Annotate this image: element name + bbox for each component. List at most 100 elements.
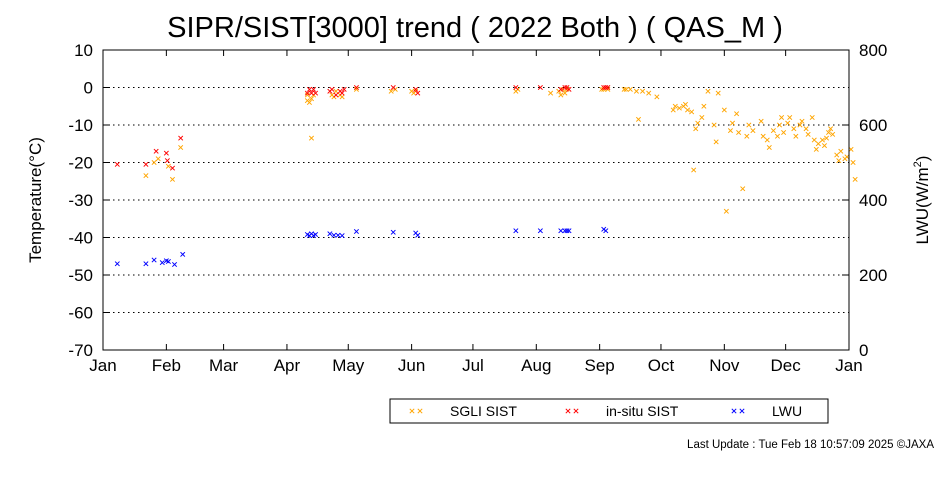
y-tick-label: -10 <box>68 116 93 135</box>
data-points <box>114 84 858 268</box>
data-point <box>603 228 609 234</box>
data-point <box>684 107 691 113</box>
data-point <box>799 118 805 124</box>
data-point <box>313 90 319 96</box>
x-tick-label: Nov <box>709 356 740 375</box>
data-point <box>713 139 719 145</box>
data-point <box>165 258 171 265</box>
data-point <box>781 129 787 136</box>
data-point <box>537 84 543 91</box>
series-lwu <box>114 226 609 268</box>
data-point <box>566 86 572 92</box>
y-tick-label: -20 <box>68 154 93 173</box>
data-point <box>815 141 821 147</box>
legend-label: LWU <box>772 403 802 419</box>
data-point <box>736 129 742 136</box>
data-point <box>834 152 840 158</box>
data-point <box>691 167 697 173</box>
data-point <box>711 122 717 128</box>
data-point <box>791 126 797 132</box>
data-point <box>670 107 676 113</box>
x-tick-label: May <box>332 356 365 375</box>
data-point <box>415 232 421 238</box>
x-axis: Jan Feb Mar Apr May Jun Jul Aug Sep Oct Nov Dec Jan <box>89 50 863 375</box>
data-point <box>627 86 633 92</box>
x-tick-label: Dec <box>771 356 802 375</box>
data-point <box>621 86 627 92</box>
legend-item: SGLI SIST <box>409 403 517 419</box>
y-tick-label: -50 <box>68 266 93 285</box>
data-point <box>327 231 333 237</box>
data-point <box>159 260 165 266</box>
data-point <box>114 161 120 167</box>
data-point <box>760 133 766 139</box>
data-point <box>566 228 572 234</box>
data-point <box>306 99 312 106</box>
y2-tick-label: 800 <box>859 41 887 60</box>
y-axis-right: 800 600 400 200 0 <box>842 41 887 360</box>
data-point <box>341 86 347 92</box>
data-point <box>785 120 791 126</box>
data-point <box>333 92 339 98</box>
data-point <box>390 84 396 91</box>
data-point <box>852 176 858 182</box>
data-point <box>813 146 819 152</box>
data-point <box>313 231 319 238</box>
data-point <box>623 86 629 92</box>
data-point <box>143 261 149 267</box>
data-point <box>165 163 171 169</box>
data-point <box>304 92 310 98</box>
data-point <box>793 133 799 139</box>
data-point <box>729 120 736 126</box>
data-point <box>153 148 159 154</box>
data-point <box>562 84 568 91</box>
x-tick-label: Jun <box>398 356 425 375</box>
data-point <box>633 88 639 94</box>
data-point <box>830 131 836 137</box>
data-point <box>826 129 832 136</box>
data-point <box>169 165 176 171</box>
x-tick-label: Jul <box>462 356 484 375</box>
y2-tick-label: 0 <box>859 341 868 360</box>
data-point <box>143 173 149 179</box>
data-point <box>770 128 776 134</box>
data-point <box>335 232 341 238</box>
data-point <box>774 133 781 139</box>
data-point <box>353 228 359 235</box>
y2-tick-label: 200 <box>859 266 887 285</box>
y-tick-label: -40 <box>68 229 93 248</box>
data-point <box>308 90 315 96</box>
data-point <box>672 103 678 109</box>
data-point <box>178 144 184 151</box>
data-point <box>776 122 783 128</box>
data-point <box>740 186 746 192</box>
data-point <box>701 103 707 109</box>
data-point <box>848 146 854 152</box>
data-point <box>605 84 611 91</box>
chart-title: SIPR/SIST[3000] trend ( 2022 Both ) ( QA… <box>167 12 783 44</box>
x-tick-label: Feb <box>152 356 181 375</box>
data-point <box>809 114 815 121</box>
y-tick-label: 10 <box>74 41 93 60</box>
data-point <box>646 90 652 96</box>
data-point <box>766 144 772 151</box>
y-tick-label: -30 <box>68 191 93 210</box>
x-tick-label: Jan <box>89 356 116 375</box>
data-point <box>171 261 178 268</box>
data-point <box>339 94 345 100</box>
data-point <box>390 229 396 235</box>
data-point <box>819 137 825 143</box>
data-point <box>413 86 419 92</box>
data-point <box>353 86 359 92</box>
data-point <box>811 137 817 143</box>
legend: SGLI SIST in-situ SIST LWU <box>389 398 829 424</box>
data-point <box>353 84 359 91</box>
data-point <box>734 111 740 117</box>
grid-lines <box>103 87 849 313</box>
data-point <box>333 88 339 94</box>
data-point <box>329 86 335 92</box>
data-point <box>746 122 752 128</box>
data-point <box>676 105 682 111</box>
data-point <box>821 143 828 149</box>
data-point <box>151 257 157 263</box>
